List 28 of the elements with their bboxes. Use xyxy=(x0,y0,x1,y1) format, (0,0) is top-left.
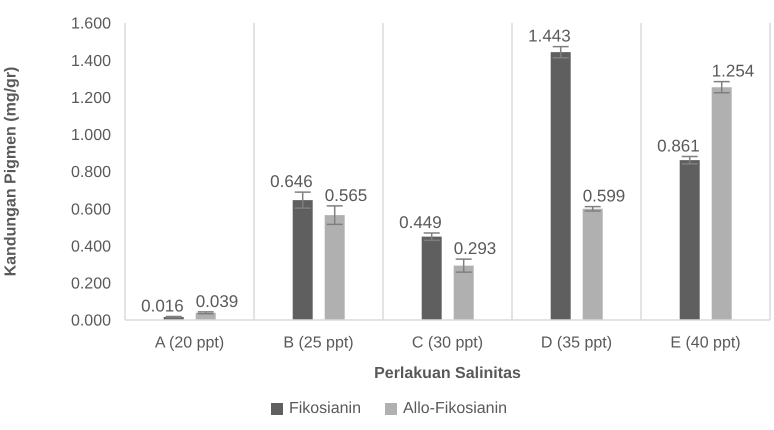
legend-label: Allo-Fikosianin xyxy=(402,400,508,418)
y-tick-label: 0.200 xyxy=(70,276,112,293)
x-tick-label: D (35 ppt) xyxy=(540,334,612,352)
data-label: 1.254 xyxy=(712,62,754,81)
data-label: 0.016 xyxy=(141,296,184,316)
y-tick-label: 0.800 xyxy=(70,164,112,182)
y-tick-label: 0.600 xyxy=(70,201,112,218)
x-tick-label: B (25 ppt) xyxy=(283,334,354,352)
y-tick-label: 0.400 xyxy=(70,238,112,256)
data-label: 0.599 xyxy=(582,186,626,206)
y-tick-label: 1.400 xyxy=(70,52,112,70)
y-tick-label: 0.000 xyxy=(70,312,112,330)
data-label: 0.565 xyxy=(324,186,368,205)
data-label: 0.449 xyxy=(399,212,442,232)
x-tick-label: C (30 ppt) xyxy=(412,334,484,352)
legend-label: Fikosianin xyxy=(288,400,361,418)
x-axis-title: Perlakuan Salinitas xyxy=(374,365,521,382)
y-tick-label: 1.000 xyxy=(70,127,112,144)
y-tick-label: 1.200 xyxy=(70,90,112,107)
y-tick-label: 1.600 xyxy=(70,16,112,33)
data-label: 0.293 xyxy=(454,239,496,258)
y-axis-title: Kandungan Pigmen (mg/gr) xyxy=(2,66,20,276)
data-label: 0.039 xyxy=(196,292,238,311)
data-label: 0.646 xyxy=(270,172,313,192)
x-tick-label: E (40 ppt) xyxy=(670,334,741,352)
x-tick-label: A (20 ppt) xyxy=(154,334,224,352)
data-label: 0.861 xyxy=(657,136,700,156)
data-label: 1.443 xyxy=(528,26,571,46)
